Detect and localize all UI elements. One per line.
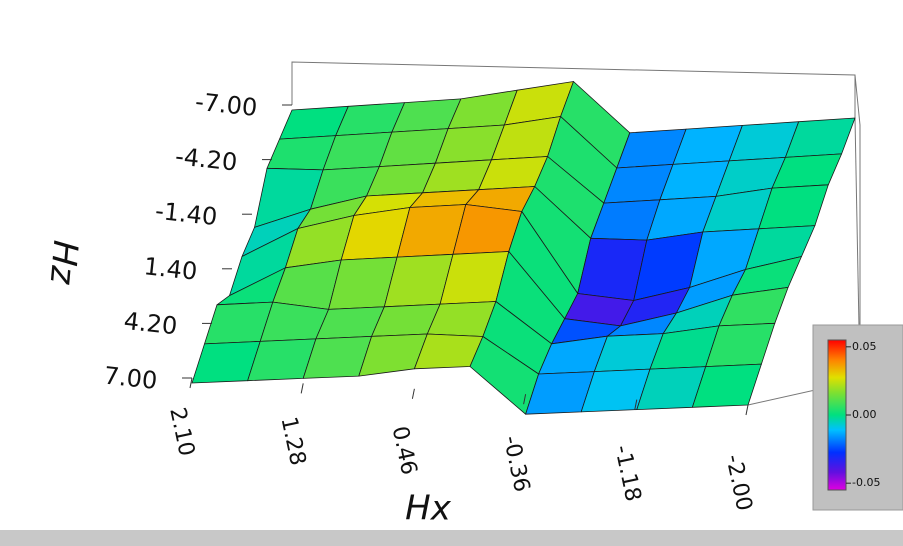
y-tick-label: 1.40 xyxy=(142,252,198,285)
x-tick-label: -0.36 xyxy=(498,433,534,494)
x-tick xyxy=(745,404,749,416)
x-tick-label: 0.46 xyxy=(387,424,422,477)
x-tick xyxy=(411,388,415,399)
x-tick xyxy=(300,383,304,394)
y-tick-label: -7.00 xyxy=(194,88,259,122)
x-tick xyxy=(189,377,193,389)
surface-patch xyxy=(692,363,762,408)
x-tick-label: 2.10 xyxy=(164,405,199,458)
x-tick-label: -1.18 xyxy=(609,443,645,504)
colorbar xyxy=(827,339,847,491)
y-axis-title: Hz xyxy=(42,239,86,287)
y-tick-label: -1.40 xyxy=(154,197,219,231)
colorbar-tick-label: -0.05 xyxy=(852,476,880,489)
colorbar-tick-label: 0.05 xyxy=(852,340,877,353)
y-tick-label: 4.20 xyxy=(122,307,178,340)
x-tick-label: -2.00 xyxy=(720,452,756,513)
y-tick-label: -4.20 xyxy=(174,142,239,176)
x-tick xyxy=(523,394,527,405)
colorbar-tick-label: 0.00 xyxy=(852,408,877,421)
x-axis-title: Hx xyxy=(405,489,452,529)
x-tick-label: 1.28 xyxy=(275,415,310,468)
y-tick-label: 7.00 xyxy=(102,361,158,394)
x-tick xyxy=(634,399,638,410)
status-bar xyxy=(0,530,903,546)
